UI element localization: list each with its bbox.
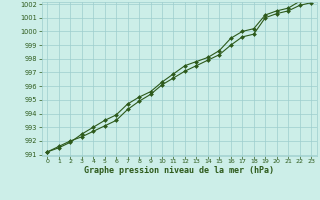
X-axis label: Graphe pression niveau de la mer (hPa): Graphe pression niveau de la mer (hPa)	[84, 166, 274, 175]
